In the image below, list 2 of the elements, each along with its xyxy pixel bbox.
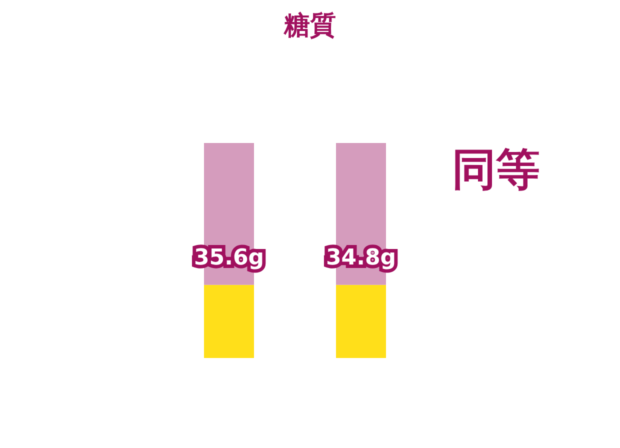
text: 同等 <box>452 144 540 196</box>
chart-title: 糖質 <box>283 11 336 41</box>
